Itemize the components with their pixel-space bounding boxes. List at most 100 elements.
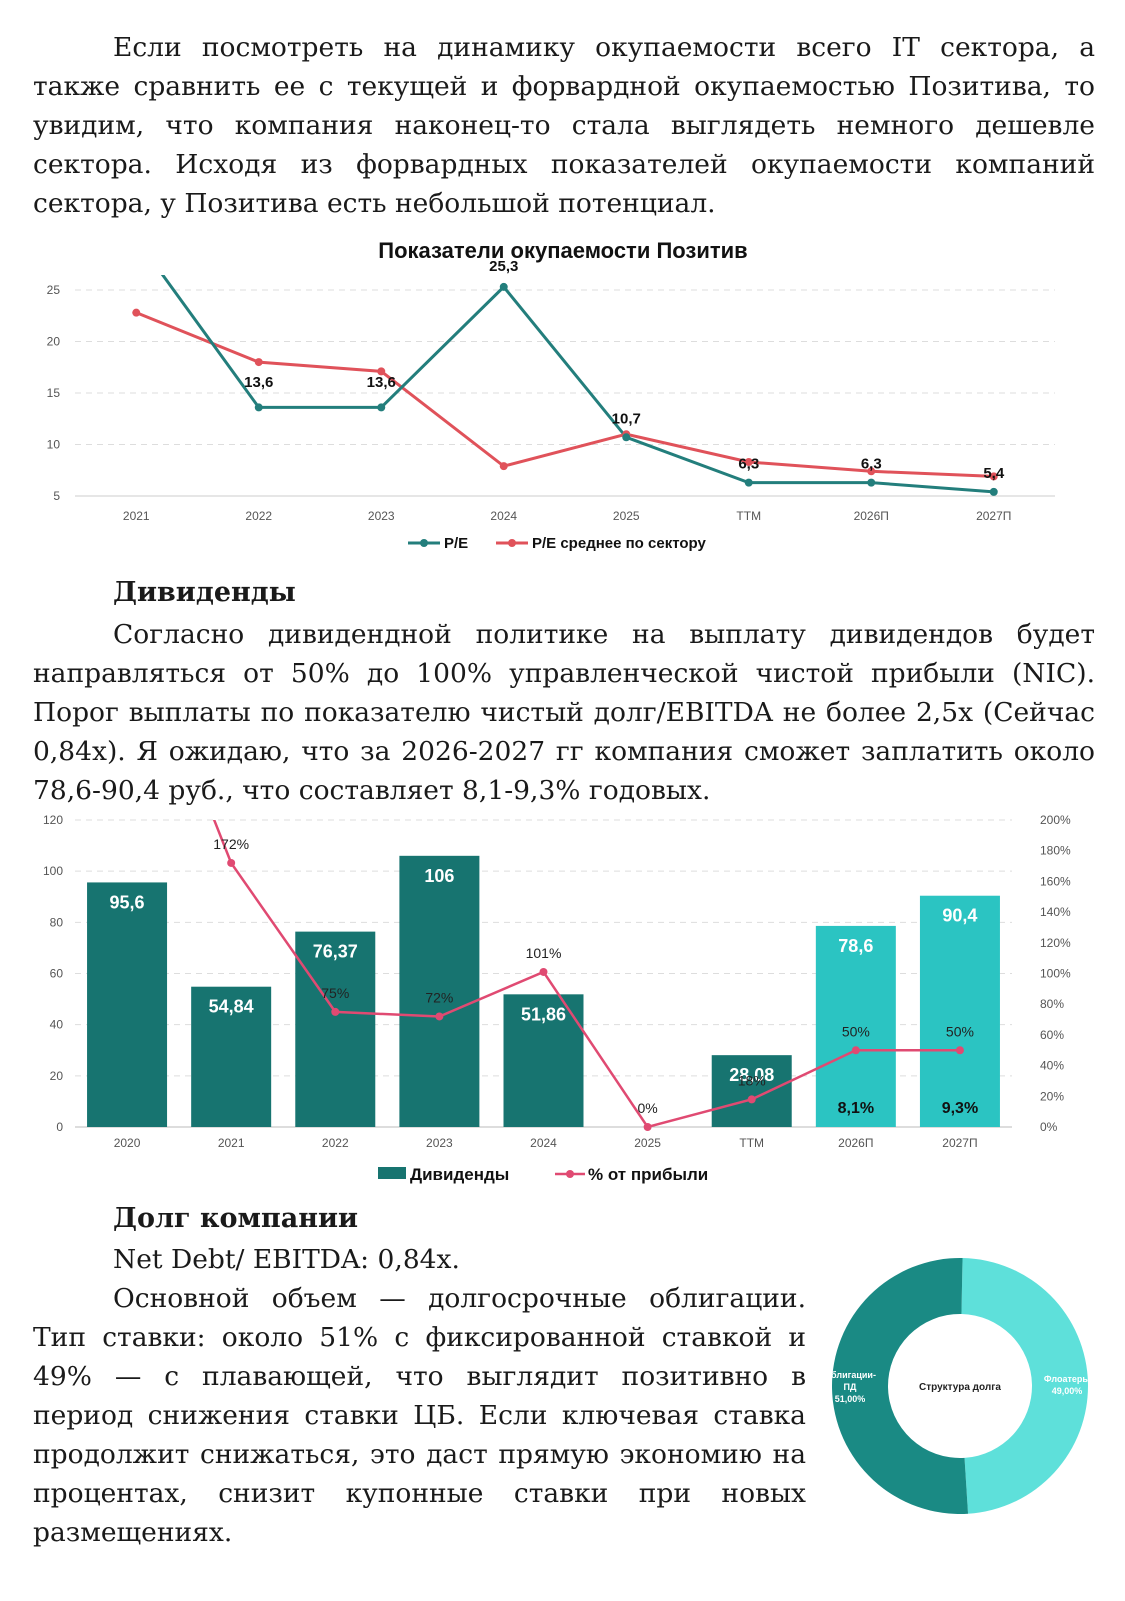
- payout-point: [955, 1046, 964, 1055]
- pe-point: [254, 403, 263, 412]
- pe-point: [622, 433, 631, 442]
- div-ytick-left: 60: [50, 967, 64, 981]
- pe-data-label: 13,6: [244, 374, 273, 391]
- pe-xtick: 2023: [368, 509, 395, 523]
- donut-bonds-value: 51,00%: [835, 1394, 866, 1404]
- sector-point: [744, 458, 753, 467]
- dividend-bar-label: 28,08: [729, 1065, 774, 1085]
- dividend-bar: [815, 925, 896, 1127]
- legend-dividends-label: Дивиденды: [410, 1165, 509, 1184]
- payout-label: 0%: [637, 1100, 657, 1116]
- pe-point: [744, 478, 753, 487]
- pe-point: [867, 478, 876, 487]
- div-xtick: 2027П: [942, 1136, 977, 1150]
- div-ytick-right: 180%: [1040, 844, 1071, 858]
- dividend-bar-label: 76,37: [313, 942, 358, 962]
- pe-xtick: 2022: [245, 509, 272, 523]
- dividend-yield-label: 8,1%: [838, 1100, 874, 1117]
- dividend-bar: [711, 1055, 792, 1127]
- pe-xtick: ТТМ: [736, 509, 761, 523]
- sector-point: [132, 308, 141, 317]
- dividend-bar-label: 90,4: [942, 906, 977, 926]
- div-xtick: 2024: [530, 1136, 557, 1150]
- payout-point: [851, 1046, 860, 1055]
- debt-paragraph: Основной объем — долгосрочные облигации.…: [33, 1283, 806, 1548]
- dividend-bar: [919, 895, 1000, 1127]
- pe-data-label: 6,3: [738, 456, 759, 473]
- pe-chart: Показатели окупаемости Позитив 25 20 15 10 5…: [47, 238, 1055, 552]
- debt-structure-donut: Структура долга Облигации- ПД 51,00% Флоатер…: [830, 1258, 1090, 1514]
- payout-label: 50%: [842, 1023, 870, 1039]
- payout-point: [331, 1007, 340, 1016]
- div-ytick-right: 80%: [1040, 997, 1064, 1011]
- div-xtick: ТТМ: [739, 1136, 764, 1150]
- dividend-bar-label: 95,6: [110, 892, 145, 912]
- div-xtick: 2021: [218, 1136, 245, 1150]
- div-ytick-left: 0: [56, 1120, 63, 1134]
- sector-point: [499, 462, 508, 471]
- payout-label: 50%: [946, 1023, 974, 1039]
- dividends-chart: 120 100 80 60 40 20 0 200% 180% 160% 140% 120% 100%…: [43, 813, 1071, 1184]
- pe-ytick: 25: [47, 283, 61, 297]
- pe-xtick: 2025: [613, 509, 640, 523]
- sector-point: [989, 472, 998, 481]
- pe-series-line: [160, 275, 994, 494]
- div-ytick-right: 20%: [1040, 1089, 1064, 1103]
- dividend-yield-label: 9,3%: [942, 1100, 978, 1117]
- legend-pe-marker: [420, 539, 428, 547]
- donut-center-label: Структура долга: [919, 1382, 1001, 1393]
- legend-sector-marker: [508, 539, 516, 547]
- pe-ytick: 20: [47, 335, 61, 349]
- legend-pe-label: P/E: [444, 535, 468, 552]
- debt-ratio-line: Net Debt/ EBITDA: 0,84x.: [113, 1244, 460, 1275]
- dividend-bar-label: 78,6: [838, 936, 873, 956]
- dividend-bar-label: 51,86: [521, 1004, 566, 1024]
- div-xtick: 2020: [114, 1136, 141, 1150]
- pe-point: [989, 487, 998, 496]
- div-ytick-right: 200%: [1040, 813, 1071, 827]
- div-xtick: 2023: [426, 1136, 453, 1150]
- dividend-bar: [191, 986, 272, 1127]
- sector-point: [254, 358, 263, 367]
- sector-point: [867, 467, 876, 476]
- div-ytick-right: 40%: [1040, 1059, 1064, 1073]
- div-ytick-left: 80: [50, 915, 64, 929]
- legend-payout-label: % от прибыли: [588, 1165, 708, 1184]
- payout-point: [643, 1123, 652, 1131]
- div-ytick-left: 20: [50, 1069, 64, 1083]
- div-xtick: 2022: [322, 1136, 349, 1150]
- pe-ytick: 15: [47, 386, 61, 400]
- payout-label: 172%: [213, 836, 249, 852]
- legend-dividends-swatch: [378, 1167, 406, 1179]
- payout-point: [747, 1095, 756, 1104]
- div-xtick: 2025: [634, 1136, 661, 1150]
- div-ytick-right: 160%: [1040, 874, 1071, 888]
- div-ytick-left: 100: [43, 864, 63, 878]
- pe-xtick: 2027П: [976, 509, 1011, 523]
- payout-label: 72%: [425, 989, 453, 1005]
- pe-ytick: 10: [47, 438, 61, 452]
- div-ytick-left: 40: [50, 1018, 64, 1032]
- pe-chart-title: Показатели окупаемости Позитив: [378, 238, 747, 263]
- div-ytick-right: 100%: [1040, 967, 1071, 981]
- dividends-heading: Дивиденды: [113, 577, 296, 608]
- dividend-bar-label: 106: [424, 866, 454, 886]
- pe-xtick: 2024: [490, 509, 517, 523]
- debt-heading: Долг компании: [113, 1203, 359, 1234]
- div-ytick-right: 120%: [1040, 936, 1071, 950]
- div-ytick-right: 60%: [1040, 1028, 1064, 1042]
- pe-data-label: 25,3: [489, 258, 518, 275]
- pe-point: [377, 403, 386, 412]
- div-ytick-right: 140%: [1040, 905, 1071, 919]
- div-xtick: 2026П: [838, 1136, 873, 1150]
- pe-data-label: 13,6: [367, 374, 396, 391]
- legend-sector-label: P/E среднее по сектору: [532, 535, 706, 552]
- donut-bonds-name-2: ПД: [844, 1382, 857, 1392]
- donut-slice-floaters: [961, 1258, 1088, 1514]
- div-ytick-left: 120: [43, 813, 63, 827]
- payout-label: 101%: [526, 945, 562, 961]
- dividend-bar-label: 54,84: [209, 997, 254, 1017]
- pe-data-label: 10,7: [612, 410, 641, 427]
- payout-label: 75%: [321, 985, 349, 1001]
- payout-point: [435, 1012, 444, 1021]
